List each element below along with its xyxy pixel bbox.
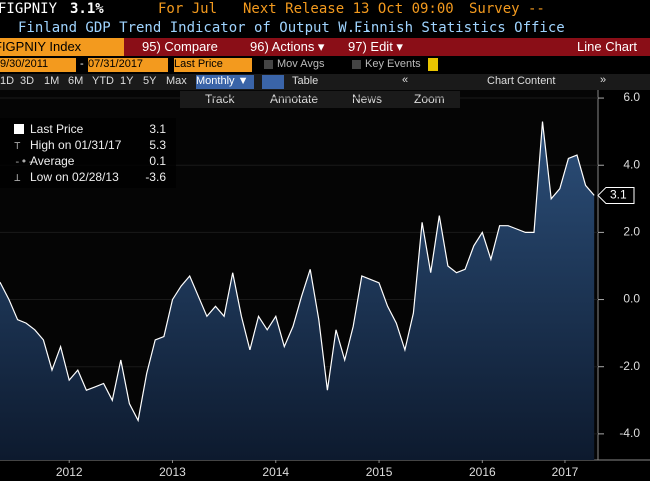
frequency[interactable]: Monthly ▼ (196, 75, 254, 89)
table-button[interactable]: Table (292, 75, 319, 87)
tool-button[interactable]: Zoom (414, 92, 445, 106)
range-button[interactable]: 1Y (120, 75, 134, 87)
security: FIGPNIY Index (0, 39, 82, 54)
date-dash: - (80, 58, 84, 70)
last-value-label: 3.1 (610, 188, 627, 202)
chart: Track Annotate News Zoom 6.0 4.0 2.0 0.0 -2.0 -4… (0, 90, 650, 481)
compare-button[interactable]: 95) Compare (142, 39, 218, 54)
start-date[interactable]: 9/30/2011 (0, 58, 76, 72)
x-tick-label: 2014 (262, 465, 289, 479)
line (0, 121, 595, 423)
legend-value: 3.1 (149, 122, 166, 136)
date-bar: 9/30/2011 - 07/31/2017 Last Price Mov Av… (0, 57, 650, 73)
mov-avgs: Mov Avgs (277, 58, 325, 70)
y-tick-label: 0.0 (623, 292, 640, 306)
x-tick-label: 2016 (469, 465, 496, 479)
y-tick-label: 4.0 (623, 157, 640, 171)
source: Finnish Statistics Office (354, 20, 565, 36)
legend-box (0, 118, 176, 188)
end-date[interactable]: 07/31/2017 (88, 58, 168, 72)
range-button[interactable]: 6M (68, 75, 84, 87)
ticker: FIGPNIY (0, 1, 58, 17)
legend-swatch (14, 124, 24, 134)
area (0, 121, 595, 460)
x-tick-label: 2013 (159, 465, 186, 479)
collapse-button[interactable]: « (402, 74, 409, 86)
legend-icon: ⊤ (14, 139, 21, 152)
mov-avgs-checkbox[interactable] (264, 60, 273, 69)
expand-button[interactable]: » (600, 74, 607, 86)
range-button[interactable]: 5Y (143, 75, 157, 87)
range-button[interactable]: 1D (0, 75, 15, 87)
chart-icon[interactable] (262, 75, 284, 89)
x-tick-label: 2017 (552, 465, 579, 479)
security-field[interactable]: FIGPNIY Index (0, 38, 124, 56)
tool-button[interactable]: Track (205, 92, 236, 106)
menu-bar: FIGPNIY Index 95) Compare 96) Actions ▾ … (0, 38, 650, 56)
last-value: 3.1% (70, 1, 104, 17)
key-events: Key Events (365, 58, 421, 70)
plot-area (0, 121, 595, 460)
legend-icon: ⊥ (14, 171, 21, 184)
legend-value: 0.1 (149, 154, 166, 168)
description-bar: Finland GDP Trend Indicator of Output W.… (0, 20, 650, 38)
y-tick-label: -4.0 (619, 426, 640, 440)
info-icon[interactable] (428, 58, 438, 71)
tool-button[interactable]: Annotate (270, 92, 318, 106)
y-tick-label: 2.0 (623, 225, 640, 239)
range-bar: Monthly ▼ Table « Chart Content » 1D 3D 1M… (0, 74, 650, 90)
view-label: Line Chart (577, 39, 637, 54)
legend-label: Average (30, 154, 75, 168)
range-button[interactable]: YTD (92, 75, 114, 87)
legend-label: Low on 02/28/13 (30, 170, 119, 184)
next-release: Next Release 13 Oct 09:00 (243, 1, 454, 17)
survey: Survey -- (469, 1, 545, 17)
y-tick-label: 6.0 (623, 90, 640, 104)
description: Finland GDP Trend Indicator of Output W.… (18, 20, 373, 36)
x-tick-label: 2012 (56, 465, 83, 479)
last-value-marker (597, 186, 635, 204)
legend-label: High on 01/31/17 (30, 138, 122, 152)
range-button[interactable]: Max (166, 75, 187, 87)
chart-content[interactable]: Chart Content (487, 75, 556, 87)
legend-value: -3.6 (145, 170, 166, 184)
tool-bar (180, 91, 460, 108)
legend-value: 5.3 (149, 138, 166, 152)
edit-button[interactable]: 97) Edit ▾ (348, 39, 403, 54)
tool-button[interactable]: News (352, 92, 382, 106)
range-button[interactable]: 1M (44, 75, 60, 87)
range-button[interactable]: 3D (20, 75, 35, 87)
header-bar: FIGPNIY 3.1% For Jul Next Release 13 Oct… (0, 0, 650, 20)
x-tick-label: 2015 (366, 465, 393, 479)
key-events-checkbox[interactable] (352, 60, 361, 69)
legend-label: Last Price (30, 122, 84, 136)
x-axis-band (0, 460, 650, 481)
actions-button[interactable]: 96) Actions ▾ (250, 39, 325, 54)
period: For Jul (158, 1, 218, 17)
field-select[interactable]: Last Price (174, 58, 252, 72)
y-tick-label: -2.0 (619, 359, 640, 373)
legend-icon: -•- (14, 155, 34, 168)
